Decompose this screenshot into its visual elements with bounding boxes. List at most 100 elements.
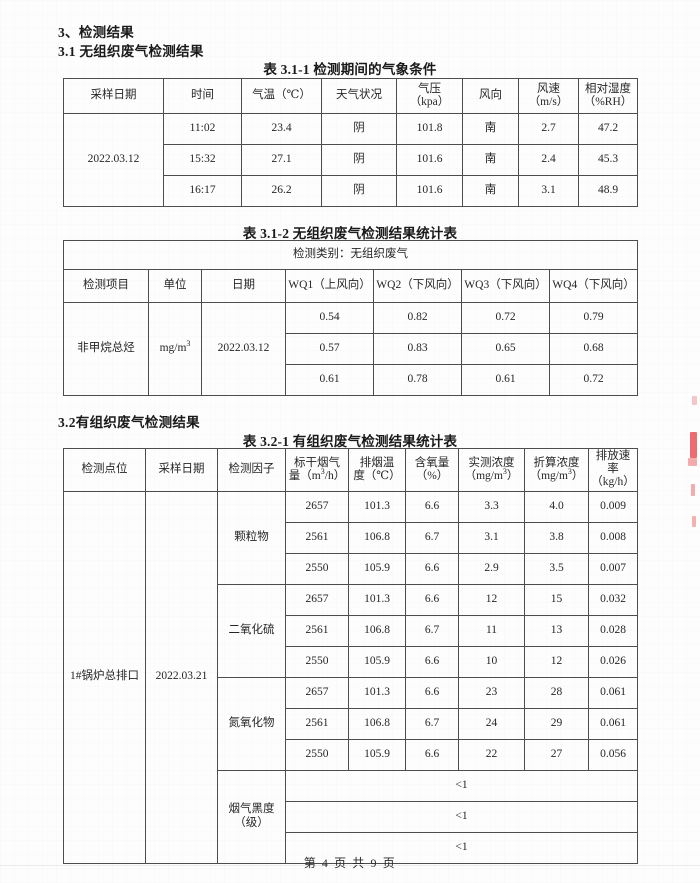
cell-date: 2022.03.12 <box>201 302 286 396</box>
cell-rate: 0.026 <box>588 645 638 678</box>
cell-measured: 10 <box>458 645 525 678</box>
page-footer: 第 4 页 共 9 页 <box>303 856 397 870</box>
cell-measured: 12 <box>458 583 525 616</box>
th-dry-flow: 标干烟气 量（m3/h） <box>285 448 349 492</box>
smoke-factor-line2: （级） <box>234 816 269 829</box>
th-detect-item: 检测项目 <box>63 269 149 303</box>
th-pressure: 气压 （kpa） <box>396 78 463 114</box>
cell-wind-speed: 3.1 <box>518 175 579 207</box>
cell-temp: 23.4 <box>241 113 322 145</box>
cell-detect-factor-smoke: 烟气黑度 （级） <box>217 769 286 864</box>
th-humidity-line1: 相对湿度 <box>585 82 631 95</box>
table-row: 16:17 26.2 阴 101.6 南 3.1 48.9 <box>64 175 638 207</box>
th-wq2: WQ2（下风向） <box>373 269 462 303</box>
unit-superscript: 3 <box>186 339 191 349</box>
th-measured-line1: 实测浓度 <box>468 456 515 469</box>
cell-detect-item: 非甲烷总烃 <box>63 302 149 396</box>
table-row: 2561 106.8 6.7 3.1 3.8 0.008 <box>64 521 638 554</box>
cell-oxygen: 6.7 <box>405 707 459 740</box>
th-detect-point: 检测点位 <box>63 448 146 492</box>
cell-measured: 3.1 <box>458 521 525 554</box>
cell-wind-speed: 2.4 <box>518 144 579 176</box>
th-weather: 天气状况 <box>321 78 397 114</box>
th-flue-temp-line2: 度（℃） <box>353 469 401 482</box>
cell-oxygen: 6.7 <box>405 614 459 647</box>
cell-wind-dir: 南 <box>462 113 519 145</box>
th-sample-date: 采样日期 <box>145 448 218 492</box>
th-wq1: WQ1（上风向） <box>285 269 374 303</box>
cell-wq4: 0.68 <box>548 333 639 365</box>
cell-time: 11:02 <box>163 113 242 145</box>
th-pressure-line2: （kpa） <box>409 96 450 108</box>
table-row: <1 <box>64 831 638 864</box>
cell-pressure: 101.6 <box>396 144 463 176</box>
cell-rate: 0.007 <box>588 552 638 585</box>
th-measured-pre: （mg/m <box>464 469 503 482</box>
table-row: 非甲烷总烃 mg/m3 2022.03.12 0.54 0.82 0.72 0.… <box>63 302 639 396</box>
cell-temp: 106.8 <box>348 521 406 554</box>
th-wind-speed-line2: （m/s） <box>528 96 569 108</box>
cell-sample-date: 2022.03.21 <box>145 490 218 864</box>
th-detect-factor: 检测因子 <box>217 448 286 492</box>
cell-measured: 24 <box>458 707 525 740</box>
cell-wq3: 0.61 <box>461 364 550 396</box>
th-wind-speed-line1: 风速 <box>537 82 560 95</box>
th-emission-rate: 排放速 率（kg/h） <box>588 448 638 492</box>
table-311-weather: 采样日期 时间 气温（℃） 天气状况 气压 （kpa） 风向 风速 （m/s） … <box>63 78 638 207</box>
th-dry-flow-line1: 标干烟气 <box>294 456 340 469</box>
cell-wq4: 0.72 <box>548 364 639 396</box>
cell-temp: 27.1 <box>241 144 322 176</box>
th-oxygen-line1: 含氧量 <box>414 456 450 469</box>
th-dry-flow-line2: 量（m3/h） <box>288 468 346 483</box>
th-sample-date: 采样日期 <box>63 78 164 114</box>
cell-rate: 0.032 <box>588 583 638 616</box>
th-converted-sup: 3 <box>567 467 572 476</box>
th-date: 日期 <box>201 269 286 303</box>
th-dry-flow-pre: 量（m <box>288 469 321 482</box>
cell-converted: 3.8 <box>524 521 589 554</box>
cell-temp: 105.9 <box>348 645 406 678</box>
cell-rate: 0.008 <box>588 521 638 554</box>
cell-wq1: 0.61 <box>285 364 374 396</box>
th-measured-line2: （mg/m3） <box>461 468 522 483</box>
cell-wind-speed: 2.7 <box>518 113 579 145</box>
cell-detect-category: 检测类别：无组织废气 <box>62 240 639 270</box>
cell-flow: 2561 <box>285 521 349 554</box>
th-converted-pre: （mg/m <box>529 469 568 482</box>
cell-temp: 105.9 <box>348 552 406 585</box>
cell-wind-dir: 南 <box>462 175 519 207</box>
heading-section-32: 3.2有组织废气检测结果 <box>58 415 200 430</box>
cell-flow: 2561 <box>285 614 349 647</box>
table-row: 2550 105.9 6.6 10 12 0.026 <box>64 645 638 678</box>
cell-smoke-value: <1 <box>285 800 638 833</box>
smoke-factor-line1: 烟气黑度 <box>228 803 275 816</box>
cell-converted: 3.5 <box>524 552 589 585</box>
th-rate-line1: 排放速 <box>595 450 631 462</box>
cell-converted: 29 <box>524 707 589 740</box>
cell-wq1: 0.54 <box>285 302 374 334</box>
cell-oxygen: 6.6 <box>405 490 459 523</box>
th-dry-flow-post: /h） <box>324 469 346 482</box>
cell-sample-date: 2022.03.12 <box>63 113 164 207</box>
cell-rate: 0.028 <box>588 614 638 647</box>
cell-flow: 2657 <box>285 583 349 616</box>
cell-converted: 13 <box>524 614 589 647</box>
th-temperature: 气温（℃） <box>241 78 322 114</box>
table-row: 氮氧化物 2657 101.3 6.6 23 28 0.061 <box>64 676 638 771</box>
cell-converted: 15 <box>524 583 589 616</box>
th-flue-temp-line1: 排烟温 <box>359 456 395 469</box>
cell-weather: 阴 <box>321 175 397 207</box>
cell-flow: 2657 <box>285 676 349 709</box>
th-converted-line1: 折算浓度 <box>533 456 580 469</box>
cell-rate: 0.061 <box>588 707 638 740</box>
th-measured-conc: 实测浓度 （mg/m3） <box>458 448 525 492</box>
th-humidity: 相对湿度 （%RH） <box>578 78 638 114</box>
cell-temp: 105.9 <box>348 738 406 771</box>
table-321-header-row: 检测点位 采样日期 检测因子 标干烟气 量（m3/h） 排烟温 度（℃） 含氧量… <box>63 448 638 492</box>
th-oxygen: 含氧量 （%） <box>405 448 459 492</box>
cell-converted: 28 <box>524 676 589 709</box>
th-rate-line2: 率（kg/h） <box>591 463 635 489</box>
cell-oxygen: 6.7 <box>405 521 459 554</box>
cell-humidity: 45.3 <box>578 144 638 176</box>
table-row: 二氧化硫 2657 101.3 6.6 12 15 0.032 <box>64 583 638 678</box>
